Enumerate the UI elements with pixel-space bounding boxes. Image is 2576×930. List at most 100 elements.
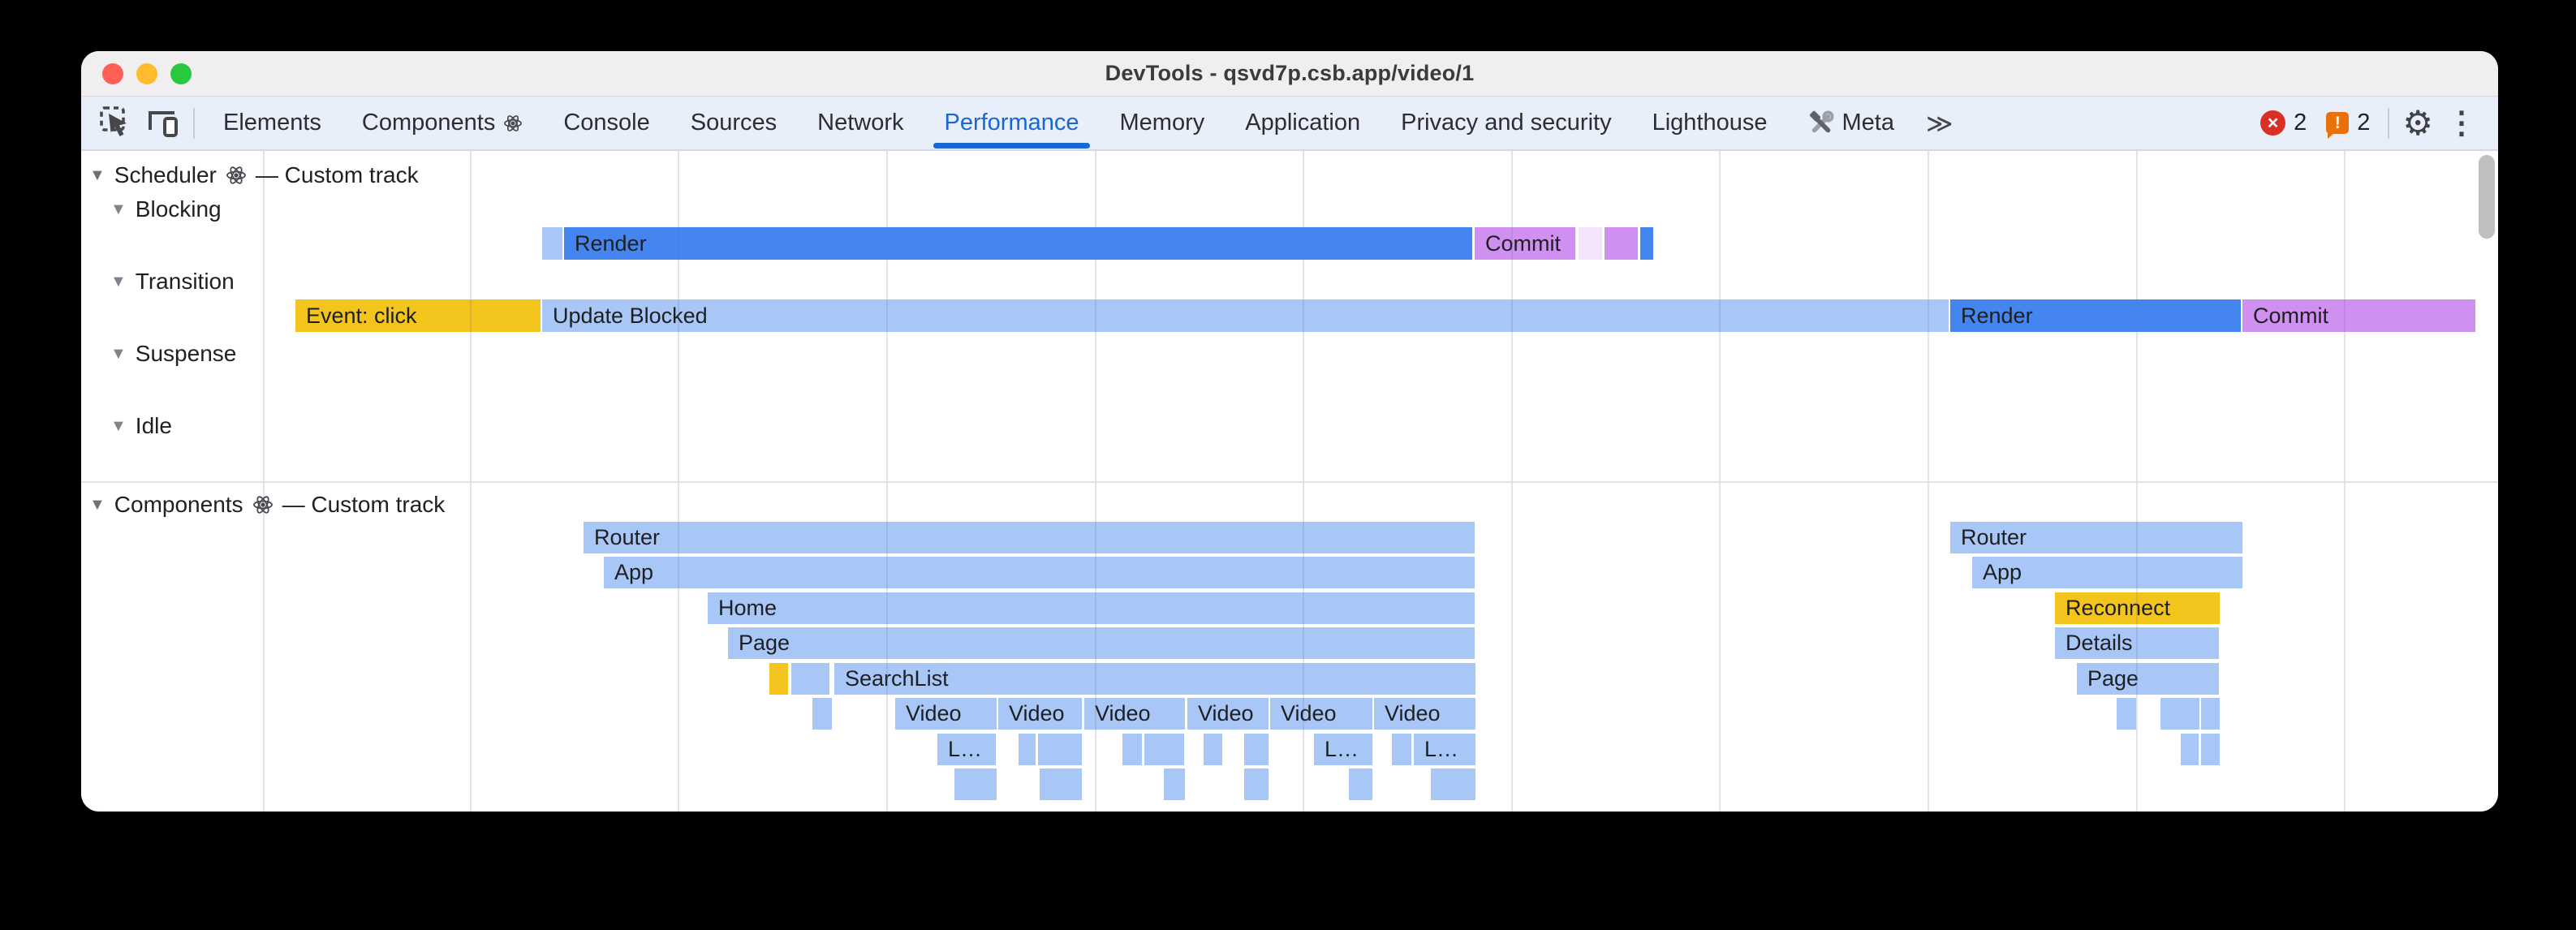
flame-bar-video[interactable]: Video	[1084, 698, 1185, 730]
tab-components[interactable]: Components	[342, 97, 543, 149]
device-toolbar-button[interactable]	[140, 101, 185, 146]
flame-bar[interactable]	[1244, 769, 1269, 800]
tab-label: Network	[817, 110, 904, 136]
flame-bar[interactable]	[2117, 698, 2136, 730]
flame-bar-router[interactable]: Router	[584, 522, 1475, 553]
lane-name: Idle	[135, 413, 172, 438]
tab-network[interactable]: Network	[797, 97, 924, 149]
close-window-button[interactable]	[102, 62, 123, 84]
flame-bar-l[interactable]: L…	[937, 734, 996, 765]
tab-console[interactable]: Console	[543, 97, 670, 149]
tab-memory[interactable]: Memory	[1100, 97, 1226, 149]
track-name: Scheduler	[114, 162, 217, 187]
tab-application[interactable]: Application	[1225, 97, 1381, 149]
lane-name: Suspense	[135, 341, 237, 366]
track-suffix: — Custom track	[282, 492, 446, 517]
toolbar-divider	[193, 107, 195, 139]
flame-bar-render[interactable]: Render	[1950, 299, 2241, 332]
flame-bar[interactable]	[769, 663, 788, 695]
flame-bar-app[interactable]: App	[1972, 557, 2242, 588]
flame-bar[interactable]	[1204, 734, 1222, 765]
flame-bar-l[interactable]: L…	[1314, 734, 1372, 765]
window-title: DevTools - qsvd7p.csb.app/video/1	[1105, 61, 1475, 85]
tab-meta[interactable]: Meta	[1788, 97, 1915, 149]
collapse-triangle-icon[interactable]: ▼	[110, 273, 127, 291]
tab-label: Performance	[944, 110, 1079, 136]
tab-sources[interactable]: Sources	[670, 97, 797, 149]
tab-privacy-and-security[interactable]: Privacy and security	[1381, 97, 1632, 149]
more-options-kebab-icon[interactable]: ⋮	[2446, 105, 2477, 140]
flame-bar[interactable]	[791, 663, 829, 695]
zoom-window-button[interactable]	[170, 62, 192, 84]
flame-bar[interactable]	[1640, 227, 1653, 260]
flame-bar[interactable]	[2181, 734, 2199, 765]
vertical-scrollbar-thumb[interactable]	[2479, 155, 2495, 239]
flame-bar[interactable]	[1038, 734, 1082, 765]
flame-bar-page[interactable]: Page	[728, 627, 1475, 659]
flame-bar[interactable]	[1244, 734, 1269, 765]
flame-bar[interactable]	[1144, 734, 1184, 765]
collapse-triangle-icon[interactable]: ▼	[110, 417, 127, 435]
flame-bar[interactable]	[2201, 734, 2220, 765]
tab-label: Console	[563, 110, 650, 136]
lane-label-blocking[interactable]: ▼ Blocking	[110, 195, 222, 224]
flame-bar[interactable]	[1605, 227, 1638, 260]
flame-bar-page[interactable]: Page	[2077, 663, 2219, 695]
inspect-element-button[interactable]	[94, 101, 140, 146]
track-header-scheduler[interactable]: ▼ Scheduler — Custom track	[89, 161, 419, 190]
tab-label: Lighthouse	[1652, 110, 1768, 136]
error-count[interactable]: 2	[2294, 110, 2307, 136]
tab-elements[interactable]: Elements	[203, 97, 342, 149]
flame-bar-video[interactable]: Video	[1270, 698, 1372, 730]
tab-label: Memory	[1119, 110, 1205, 136]
tab-label: Privacy and security	[1401, 110, 1612, 136]
warning-count[interactable]: 2	[2357, 110, 2371, 136]
flame-bar-render[interactable]: Render	[564, 227, 1472, 260]
flame-bar-video[interactable]: Video	[895, 698, 997, 730]
flame-bar-reconnect[interactable]: Reconnect	[2055, 592, 2220, 624]
flame-bar[interactable]	[1579, 227, 1602, 260]
tab-performance[interactable]: Performance	[924, 97, 1099, 149]
flame-bar-commit[interactable]: Commit	[1475, 227, 1575, 260]
flame-bar-router[interactable]: Router	[1950, 522, 2242, 553]
lane-name: Blocking	[135, 196, 222, 222]
flame-bar-event-click[interactable]: Event: click	[295, 299, 541, 332]
flame-bar[interactable]	[812, 698, 832, 730]
flame-bar[interactable]	[2160, 698, 2199, 730]
flame-bar[interactable]	[1392, 734, 1411, 765]
collapse-triangle-icon[interactable]: ▼	[89, 496, 106, 514]
flame-bar[interactable]	[1349, 769, 1372, 800]
flame-bar-home[interactable]: Home	[708, 592, 1475, 624]
flame-bar-video[interactable]: Video	[1374, 698, 1475, 730]
flame-bar-commit[interactable]: Commit	[2242, 299, 2475, 332]
flame-bar-video[interactable]: Video	[1187, 698, 1269, 730]
flame-bar[interactable]	[1122, 734, 1142, 765]
error-icon[interactable]: ×	[2260, 110, 2286, 136]
warning-icon[interactable]: !	[2326, 112, 2350, 139]
flame-bar-l[interactable]: L…	[1414, 734, 1475, 765]
flame-bar[interactable]	[1040, 769, 1082, 800]
flame-bar[interactable]	[954, 769, 997, 800]
more-tabs-chevron-icon[interactable]: ≫	[1926, 108, 1954, 138]
collapse-triangle-icon[interactable]: ▼	[110, 345, 127, 363]
collapse-triangle-icon[interactable]: ▼	[89, 166, 106, 184]
lane-label-suspense[interactable]: ▼ Suspense	[110, 339, 236, 368]
minimize-window-button[interactable]	[136, 62, 157, 84]
flame-bar-details[interactable]: Details	[2055, 627, 2219, 659]
flame-bar[interactable]	[2201, 698, 2220, 730]
flame-bar-searchlist[interactable]: SearchList	[834, 663, 1475, 695]
flame-bar[interactable]	[1431, 769, 1475, 800]
tab-label: Application	[1245, 110, 1361, 136]
flame-bar-app[interactable]: App	[604, 557, 1475, 588]
collapse-triangle-icon[interactable]: ▼	[110, 200, 127, 218]
tab-lighthouse[interactable]: Lighthouse	[1632, 97, 1788, 149]
settings-gear-icon[interactable]: ⚙	[2402, 103, 2433, 142]
flame-bar[interactable]	[1019, 734, 1036, 765]
lane-label-idle[interactable]: ▼ Idle	[110, 411, 172, 441]
flame-bar[interactable]	[1164, 769, 1185, 800]
flame-bar-update-blocked[interactable]: Update Blocked	[542, 299, 1949, 332]
lane-label-transition[interactable]: ▼ Transition	[110, 267, 235, 296]
flame-bar[interactable]	[542, 227, 562, 260]
flame-bar-video[interactable]: Video	[998, 698, 1082, 730]
track-header-components[interactable]: ▼ Components — Custom track	[89, 490, 445, 519]
